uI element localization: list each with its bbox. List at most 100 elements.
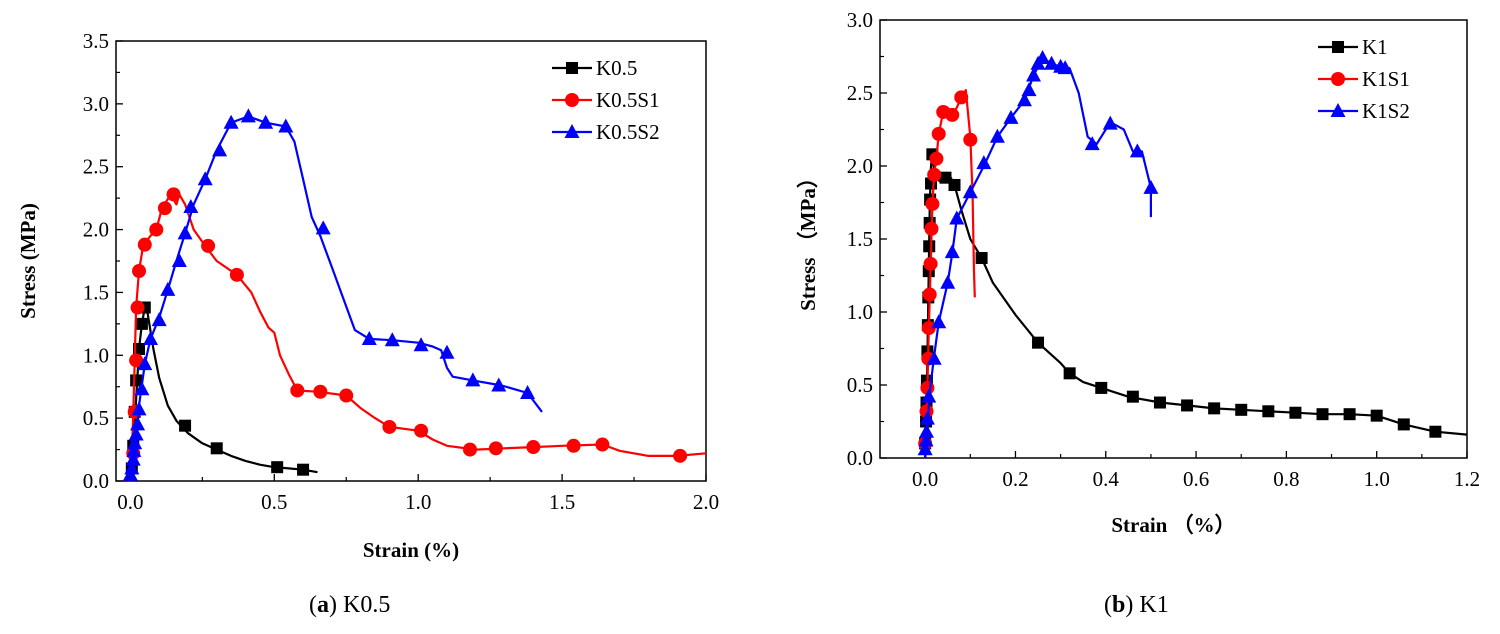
data-point-K1S2 bbox=[931, 314, 947, 329]
legend-label: K0.5S1 bbox=[596, 88, 660, 112]
data-point-K1S2 bbox=[989, 128, 1005, 143]
data-point-K0.5S2 bbox=[258, 114, 274, 129]
data-point-K1 bbox=[1153, 396, 1166, 409]
data-point-K1 bbox=[1063, 367, 1076, 380]
data-point-K1S1 bbox=[954, 90, 969, 105]
data-point-K0.5S2 bbox=[127, 435, 143, 450]
data-point-K1S2 bbox=[1084, 136, 1100, 151]
data-point-K1S1 bbox=[945, 107, 960, 122]
data-point-K0.5S1 bbox=[566, 438, 581, 453]
data-point-K0.5S1 bbox=[595, 437, 610, 452]
data-point-K0.5S2 bbox=[315, 220, 331, 235]
data-point-K1S2 bbox=[1143, 179, 1159, 194]
y-tick-label: 3.5 bbox=[83, 29, 109, 53]
y-tick-label: 2.0 bbox=[83, 218, 109, 242]
data-point-K0.5S1 bbox=[290, 383, 305, 398]
data-point-K0.5S1 bbox=[129, 353, 144, 368]
data-point-K0.5S2 bbox=[134, 381, 150, 396]
data-point-K1 bbox=[1095, 381, 1108, 394]
legend-label: K0.5S2 bbox=[596, 120, 660, 144]
legend-label: K1 bbox=[1362, 35, 1388, 59]
y-axis-title: Stress (MPa) bbox=[16, 203, 40, 319]
data-point-K1S2 bbox=[1102, 115, 1118, 130]
y-tick-label: 1.0 bbox=[847, 300, 873, 324]
y-tick-label: 0.0 bbox=[847, 446, 873, 470]
series-line-K0.5S1 bbox=[129, 193, 706, 481]
data-point-K1 bbox=[1289, 406, 1302, 419]
data-point-K1S2 bbox=[1016, 92, 1032, 107]
y-tick-label: 2.0 bbox=[847, 154, 873, 178]
data-point-K1 bbox=[1235, 403, 1248, 416]
x-tick-label: 0.2 bbox=[1002, 467, 1028, 491]
data-point-K1S1 bbox=[923, 256, 938, 271]
legend-marker-K0.5 bbox=[566, 62, 578, 74]
data-point-K0.5S2 bbox=[465, 372, 481, 387]
caption-a: (a) K0.5 bbox=[309, 592, 391, 618]
data-point-K0.5S2 bbox=[124, 460, 140, 475]
x-tick-label: 1.2 bbox=[1454, 467, 1480, 491]
data-point-K0.5S1 bbox=[488, 441, 503, 456]
data-point-K1 bbox=[1316, 408, 1329, 421]
data-point-K1S2 bbox=[919, 410, 935, 425]
data-point-K0.5S1 bbox=[339, 388, 354, 403]
data-point-K0.5S2 bbox=[160, 281, 176, 296]
data-point-K0.5S1 bbox=[526, 440, 541, 455]
legend-marker-K1 bbox=[1332, 41, 1344, 53]
y-tick-label: 0.5 bbox=[83, 406, 109, 430]
x-axis-title: Strain (%) bbox=[363, 538, 459, 562]
data-point-K1 bbox=[939, 171, 952, 184]
data-point-K0.5S1 bbox=[166, 187, 181, 202]
data-point-K1 bbox=[1262, 405, 1275, 418]
data-point-K1S2 bbox=[949, 210, 965, 225]
data-point-K0.5S1 bbox=[229, 267, 244, 282]
legend-label: K1S1 bbox=[1362, 67, 1410, 91]
data-point-K1S1 bbox=[925, 196, 940, 211]
data-point-K0.5S2 bbox=[361, 330, 377, 345]
data-point-K1S1 bbox=[929, 151, 944, 166]
data-point-K0.5S2 bbox=[151, 312, 167, 327]
data-point-K0.5S2 bbox=[143, 330, 159, 345]
x-tick-label: 0.0 bbox=[117, 490, 143, 514]
data-point-K1S1 bbox=[922, 287, 937, 302]
data-point-K0.5S1 bbox=[137, 237, 152, 252]
data-point-K1S2 bbox=[1021, 82, 1037, 97]
data-point-K1S1 bbox=[963, 132, 978, 147]
data-point-K1 bbox=[1370, 409, 1383, 422]
data-point-K1S2 bbox=[918, 432, 934, 447]
x-tick-label: 0.5 bbox=[261, 490, 287, 514]
data-point-K1S2 bbox=[921, 388, 937, 403]
data-point-K0.5S1 bbox=[130, 300, 145, 315]
data-point-K1 bbox=[1429, 425, 1442, 438]
series-layer bbox=[917, 49, 1467, 458]
data-point-K0.5S1 bbox=[201, 238, 216, 253]
legend: K1 K1S1 K1S2 bbox=[1318, 35, 1410, 123]
data-point-K1S1 bbox=[931, 126, 946, 141]
data-point-K0.5S2 bbox=[413, 337, 429, 352]
x-tick-label: 1.0 bbox=[1364, 467, 1390, 491]
series-line-K0.5S2 bbox=[129, 115, 543, 481]
y-tick-label: 1.5 bbox=[847, 227, 873, 251]
data-point-K1 bbox=[923, 240, 936, 253]
data-point-K0.5S2 bbox=[520, 385, 536, 399]
data-point-K1S1 bbox=[919, 404, 934, 419]
data-point-K0.5S2 bbox=[197, 171, 213, 186]
data-point-K0.5 bbox=[179, 419, 192, 432]
data-point-K0.5S2 bbox=[137, 356, 153, 371]
data-point-K1 bbox=[1397, 418, 1410, 431]
data-point-K0.5S2 bbox=[240, 108, 256, 123]
legend-marker-K1S1 bbox=[1331, 72, 1345, 86]
y-tick-label: 1.0 bbox=[83, 343, 109, 367]
series-line-K0.5 bbox=[129, 306, 318, 481]
data-point-K1S2 bbox=[1026, 67, 1042, 82]
y-tick-label: 0.5 bbox=[847, 373, 873, 397]
data-point-K1S2 bbox=[1003, 109, 1019, 124]
x-axis-title: Strain （%） bbox=[1111, 513, 1235, 537]
data-point-K0.5S2 bbox=[491, 377, 507, 392]
data-point-K1 bbox=[975, 251, 988, 264]
data-point-K0.5S1 bbox=[157, 201, 172, 216]
data-point-K0.5S2 bbox=[126, 442, 142, 457]
data-point-K0.5S1 bbox=[132, 264, 147, 279]
data-point-K0.5S2 bbox=[177, 225, 193, 240]
data-point-K0.5S2 bbox=[183, 198, 199, 213]
